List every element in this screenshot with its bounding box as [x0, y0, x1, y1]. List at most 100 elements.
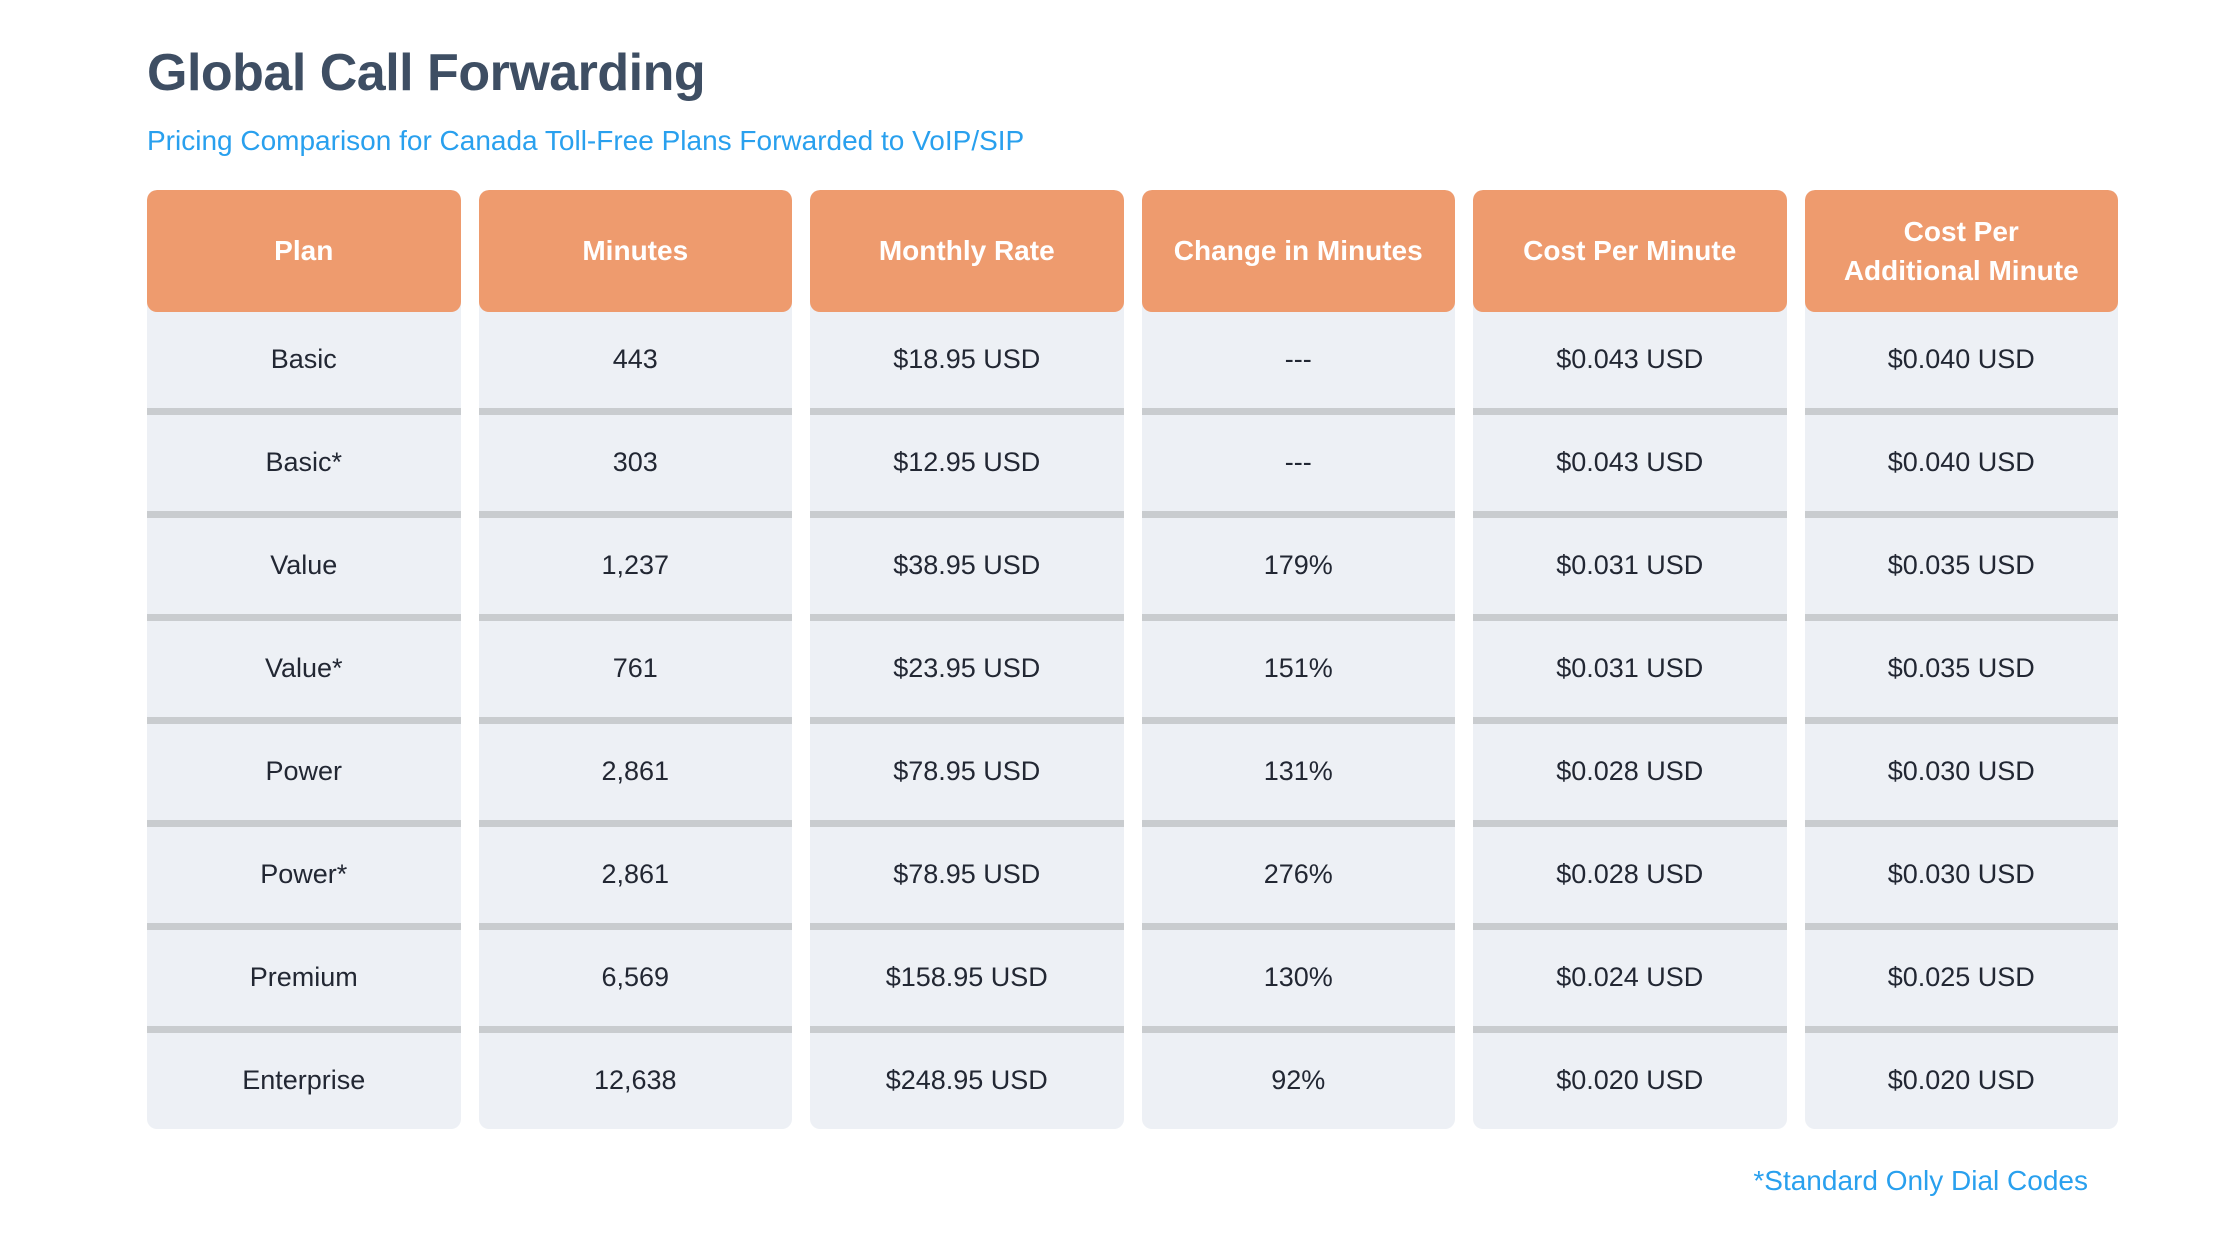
- row-separator: [1804, 922, 2118, 930]
- table-cell: 1,237: [601, 550, 670, 581]
- table-cell: $18.95 USD: [893, 344, 1041, 375]
- table-cell: 6,569: [601, 962, 670, 993]
- table-cell: $0.035 USD: [1887, 653, 2035, 684]
- row-separator: [810, 407, 1124, 415]
- row-separator: [1473, 1025, 1787, 1033]
- row-separator: [478, 922, 792, 930]
- row-separator: [1141, 716, 1455, 724]
- table-cell: 179%: [1263, 550, 1333, 581]
- table-cell: $0.020 USD: [1556, 1065, 1704, 1096]
- column-card: Plan Basic Basic* Value Value* Power Power* Pre…: [147, 189, 461, 1129]
- row-separator: [147, 1025, 461, 1033]
- table-cell: $0.040 USD: [1887, 344, 2035, 375]
- row-separator: [810, 716, 1124, 724]
- row-separator: [147, 819, 461, 827]
- table-cell: $158.95 USD: [885, 962, 1048, 993]
- row-separator: [478, 510, 792, 518]
- row-separator: [1804, 613, 2118, 621]
- row-separator: [147, 716, 461, 724]
- table-cell: $0.030 USD: [1887, 859, 2035, 890]
- table-cell: $0.040 USD: [1887, 447, 2035, 478]
- row-separator: [1804, 716, 2118, 724]
- table-cell: Value: [270, 550, 338, 581]
- footnote: *Standard Only Dial Codes: [1753, 1164, 2088, 1196]
- column-card: Cost Per Minute $0.043 USD $0.043 USD $0.03…: [1473, 189, 1787, 1129]
- table-cell: $0.043 USD: [1556, 447, 1704, 478]
- pricing-table: Plan Basic Basic* Value Value* Power Power* Pre…: [147, 189, 2118, 1129]
- row-separator: [1141, 1025, 1455, 1033]
- table-cell: 151%: [1263, 653, 1333, 684]
- row-separator: [1141, 922, 1455, 930]
- column-card: Monthly Rate $18.95 USD $12.95 USD $38.95 U…: [810, 189, 1124, 1129]
- table-cell: Basic: [270, 344, 337, 375]
- table-cell: Premium: [249, 962, 358, 993]
- row-separator: [810, 922, 1124, 930]
- column-header: Minutes: [478, 189, 792, 312]
- table-cell: 2,861: [601, 756, 670, 787]
- table-cell: $78.95 USD: [893, 859, 1041, 890]
- row-separator: [1141, 510, 1455, 518]
- row-separator: [478, 407, 792, 415]
- row-separator: [1473, 407, 1787, 415]
- table-cell: Power: [265, 756, 343, 787]
- table-cell: 130%: [1263, 962, 1333, 993]
- row-separator: [1141, 407, 1455, 415]
- table-cell: 443: [612, 344, 658, 375]
- table-cell: ---: [1284, 344, 1312, 375]
- table-cell: $12.95 USD: [893, 447, 1041, 478]
- table-cell: 761: [612, 653, 658, 684]
- row-separator: [478, 819, 792, 827]
- row-separator: [1473, 613, 1787, 621]
- table-cell: $0.020 USD: [1887, 1065, 2035, 1096]
- row-separator: [1804, 1025, 2118, 1033]
- table-cell: $0.035 USD: [1887, 550, 2035, 581]
- table-cell: 131%: [1263, 756, 1333, 787]
- table-cell: $0.024 USD: [1556, 962, 1704, 993]
- table-cell: $0.030 USD: [1887, 756, 2035, 787]
- table-cell: $248.95 USD: [885, 1065, 1048, 1096]
- table-cell: $0.043 USD: [1556, 344, 1704, 375]
- table-cell: $38.95 USD: [893, 550, 1041, 581]
- row-separator: [1473, 716, 1787, 724]
- row-separator: [478, 1025, 792, 1033]
- column-header: Cost Per Minute: [1473, 189, 1787, 312]
- row-separator: [1804, 407, 2118, 415]
- row-separator: [1473, 819, 1787, 827]
- row-separator: [1804, 819, 2118, 827]
- table-cell: Value*: [264, 653, 343, 684]
- table-cell: ---: [1284, 447, 1312, 478]
- table-cell: $0.025 USD: [1887, 962, 2035, 993]
- row-separator: [1804, 510, 2118, 518]
- column-card: Minutes 443 303 1,237 761 2,861 2,861 6,569 12,6…: [478, 189, 792, 1129]
- row-separator: [810, 613, 1124, 621]
- column-card: Cost Per Additional Minute $0.040 USD $0.0…: [1804, 189, 2118, 1129]
- table-cell: $78.95 USD: [893, 756, 1041, 787]
- column-header: Monthly Rate: [810, 189, 1124, 312]
- row-separator: [1473, 922, 1787, 930]
- page-title: Global Call Forwarding: [147, 44, 706, 102]
- row-separator: [147, 613, 461, 621]
- table-cell: Basic*: [265, 447, 343, 478]
- column-header: Cost Per Additional Minute: [1804, 189, 2118, 312]
- column-header: Plan: [147, 189, 461, 312]
- row-separator: [810, 510, 1124, 518]
- row-separator: [478, 613, 792, 621]
- page-subtitle: Pricing Comparison for Canada Toll-Free …: [147, 125, 1025, 157]
- row-separator: [147, 922, 461, 930]
- table-cell: $0.031 USD: [1556, 653, 1704, 684]
- row-separator: [478, 716, 792, 724]
- table-cell: $0.028 USD: [1556, 859, 1704, 890]
- column-header: Change in Minutes: [1141, 189, 1455, 312]
- table-cell: Power*: [260, 859, 348, 890]
- row-separator: [810, 819, 1124, 827]
- table-cell: $23.95 USD: [893, 653, 1041, 684]
- row-separator: [810, 1025, 1124, 1033]
- table-cell: 276%: [1263, 859, 1333, 890]
- table-cell: $0.031 USD: [1556, 550, 1704, 581]
- table-cell: 2,861: [601, 859, 670, 890]
- table-cell: 92%: [1271, 1065, 1326, 1096]
- row-separator: [147, 407, 461, 415]
- row-separator: [1141, 819, 1455, 827]
- row-separator: [1473, 510, 1787, 518]
